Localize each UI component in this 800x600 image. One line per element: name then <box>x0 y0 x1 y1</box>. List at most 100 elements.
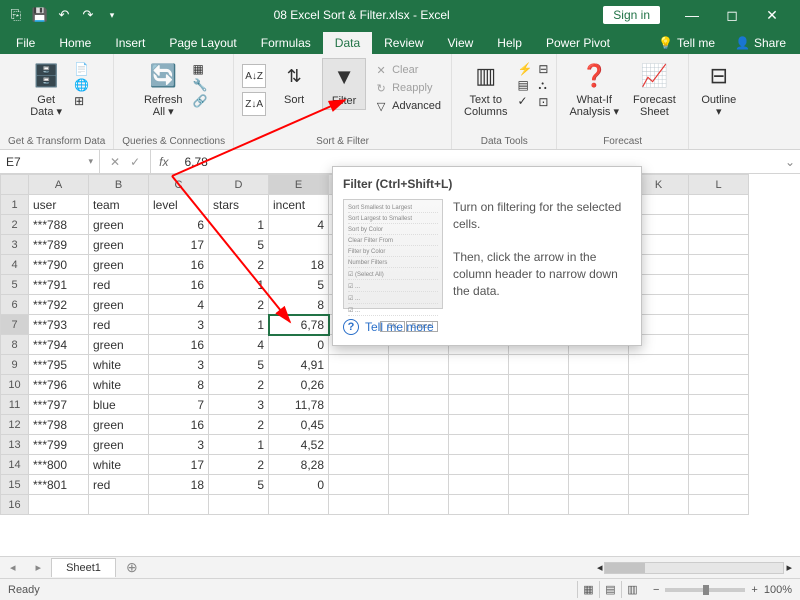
cell[interactable] <box>149 495 209 515</box>
zoom-in-icon[interactable]: + <box>751 584 757 596</box>
cell[interactable] <box>629 415 689 435</box>
cell[interactable]: ***798 <box>29 415 89 435</box>
row-header[interactable]: 14 <box>1 455 29 475</box>
cell[interactable]: 6 <box>149 215 209 235</box>
data-validation-icon[interactable]: ✓ <box>517 94 532 108</box>
horizontal-scrollbar[interactable]: ◂▸ <box>148 561 800 574</box>
cell[interactable] <box>629 495 689 515</box>
column-header-B[interactable]: B <box>89 175 149 195</box>
cell[interactable] <box>509 475 569 495</box>
cell[interactable]: red <box>89 315 149 335</box>
cell[interactable] <box>569 435 629 455</box>
cell[interactable] <box>689 275 749 295</box>
clear-button[interactable]: ✕Clear <box>372 62 443 78</box>
cell[interactable] <box>329 395 389 415</box>
cell[interactable] <box>389 375 449 395</box>
close-button[interactable]: ✕ <box>752 7 792 24</box>
row-header[interactable]: 15 <box>1 475 29 495</box>
refresh-all-button[interactable]: 🔄 Refresh All ▾ <box>140 58 187 120</box>
outline-button[interactable]: ⊟ Outline ▾ <box>697 58 741 120</box>
sheet-nav-prev[interactable]: ◂ <box>0 561 26 574</box>
view-buttons[interactable]: ▦▤▥ <box>577 581 643 598</box>
from-text-icon[interactable]: 📄 <box>74 62 89 76</box>
cell[interactable]: 5 <box>269 275 329 295</box>
zoom-slider[interactable] <box>665 588 745 592</box>
page-break-icon[interactable]: ▥ <box>621 581 643 598</box>
column-header-A[interactable]: A <box>29 175 89 195</box>
cell[interactable]: 5 <box>209 235 269 255</box>
cell[interactable]: ***797 <box>29 395 89 415</box>
cell[interactable]: 3 <box>149 315 209 335</box>
cell[interactable]: 0,45 <box>269 415 329 435</box>
row-header[interactable]: 7 <box>1 315 29 335</box>
cell[interactable] <box>689 435 749 455</box>
cell[interactable]: ***793 <box>29 315 89 335</box>
zoom-out-icon[interactable]: − <box>653 584 659 596</box>
tell-me-more-link[interactable]: ? Tell me more <box>343 319 631 335</box>
cell[interactable] <box>689 315 749 335</box>
cell[interactable]: 3 <box>149 355 209 375</box>
cell[interactable]: 1 <box>209 435 269 455</box>
cell[interactable] <box>689 355 749 375</box>
cell[interactable] <box>389 355 449 375</box>
normal-view-icon[interactable]: ▦ <box>577 581 599 598</box>
cell[interactable] <box>329 355 389 375</box>
row-header[interactable]: 12 <box>1 415 29 435</box>
cell[interactable] <box>569 495 629 515</box>
cell[interactable] <box>689 375 749 395</box>
cell[interactable] <box>689 415 749 435</box>
cell[interactable]: ***795 <box>29 355 89 375</box>
cell[interactable] <box>29 495 89 515</box>
from-table-icon[interactable]: ⊞ <box>74 94 89 108</box>
cell[interactable] <box>629 355 689 375</box>
cell[interactable]: 5 <box>209 475 269 495</box>
cell[interactable] <box>509 455 569 475</box>
cell[interactable] <box>509 415 569 435</box>
cell[interactable]: 5 <box>209 355 269 375</box>
tab-home[interactable]: Home <box>47 32 103 54</box>
from-web-icon[interactable]: 🌐 <box>74 78 89 92</box>
cell[interactable]: 18 <box>269 255 329 275</box>
manage-data-model-icon[interactable]: ⊡ <box>538 95 548 109</box>
cell[interactable] <box>689 255 749 275</box>
cell[interactable]: 16 <box>149 415 209 435</box>
cell[interactable]: 11,78 <box>269 395 329 415</box>
cell[interactable] <box>389 495 449 515</box>
row-header[interactable]: 2 <box>1 215 29 235</box>
relationships-icon[interactable]: ⛬ <box>538 78 548 93</box>
sheet-tab-sheet1[interactable]: Sheet1 <box>51 558 116 577</box>
cell[interactable] <box>689 215 749 235</box>
cell[interactable]: 16 <box>149 255 209 275</box>
cell[interactable]: stars <box>209 195 269 215</box>
cell[interactable] <box>509 355 569 375</box>
flash-fill-icon[interactable]: ⚡ <box>517 62 532 76</box>
cell[interactable] <box>389 415 449 435</box>
reapply-button[interactable]: ↻Reapply <box>372 80 443 96</box>
cell[interactable]: 8 <box>269 295 329 315</box>
edit-links-icon[interactable]: 🔗 <box>192 94 207 108</box>
cell[interactable]: white <box>89 375 149 395</box>
row-header[interactable]: 9 <box>1 355 29 375</box>
cell[interactable] <box>209 495 269 515</box>
tab-file[interactable]: File <box>4 32 47 54</box>
cell[interactable] <box>569 475 629 495</box>
remove-duplicates-icon[interactable]: ▤ <box>517 78 532 92</box>
cell[interactable] <box>689 335 749 355</box>
cell[interactable] <box>329 455 389 475</box>
cell[interactable] <box>689 295 749 315</box>
cell[interactable]: 3 <box>149 435 209 455</box>
cell[interactable]: 0,26 <box>269 375 329 395</box>
cell[interactable]: 4,52 <box>269 435 329 455</box>
cell[interactable]: 4 <box>209 335 269 355</box>
cell[interactable]: 1 <box>209 275 269 295</box>
cell[interactable] <box>569 415 629 435</box>
cell[interactable]: ***794 <box>29 335 89 355</box>
cell[interactable]: 1 <box>209 215 269 235</box>
cell[interactable] <box>509 395 569 415</box>
cell[interactable]: team <box>89 195 149 215</box>
cell[interactable]: 17 <box>149 235 209 255</box>
cell[interactable] <box>329 495 389 515</box>
consolidate-icon[interactable]: ⊟ <box>538 62 548 76</box>
row-header[interactable]: 5 <box>1 275 29 295</box>
cell[interactable]: 8,28 <box>269 455 329 475</box>
